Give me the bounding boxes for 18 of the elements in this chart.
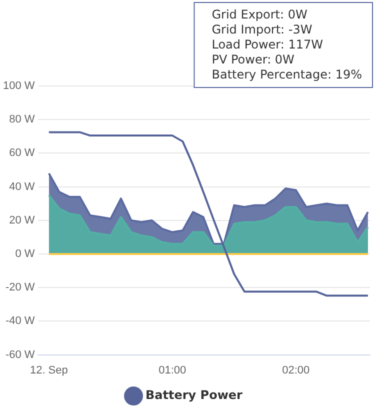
- y-tick-label: 40 W: [9, 180, 36, 193]
- y-tick-label: -20 W: [5, 282, 36, 294]
- y-tick-label: -60 W: [5, 348, 36, 361]
- y-tick-label: 60 W: [9, 147, 36, 160]
- y-tick-label: 20 W: [9, 214, 36, 226]
- legend-label: Battery Power: [146, 388, 243, 402]
- x-tick-label: 01:00: [158, 364, 186, 376]
- y-tick-label: 100 W: [2, 80, 36, 92]
- y-tick-label: 80 W: [9, 114, 36, 126]
- y-tick-label: 0 W: [15, 248, 36, 260]
- text: Grid Export: 0W: [212, 8, 308, 22]
- text: Battery Percentage: 19%: [212, 68, 362, 82]
- x-tick-label: 12. Sep: [30, 364, 68, 376]
- y-tick-label: -40 W: [5, 315, 36, 328]
- text: Load Power: 117W: [212, 38, 324, 52]
- text: PV Power: 0W: [212, 52, 295, 67]
- text: Grid Import: -3W: [212, 22, 312, 37]
- x-tick-label: 02:00: [282, 364, 310, 376]
